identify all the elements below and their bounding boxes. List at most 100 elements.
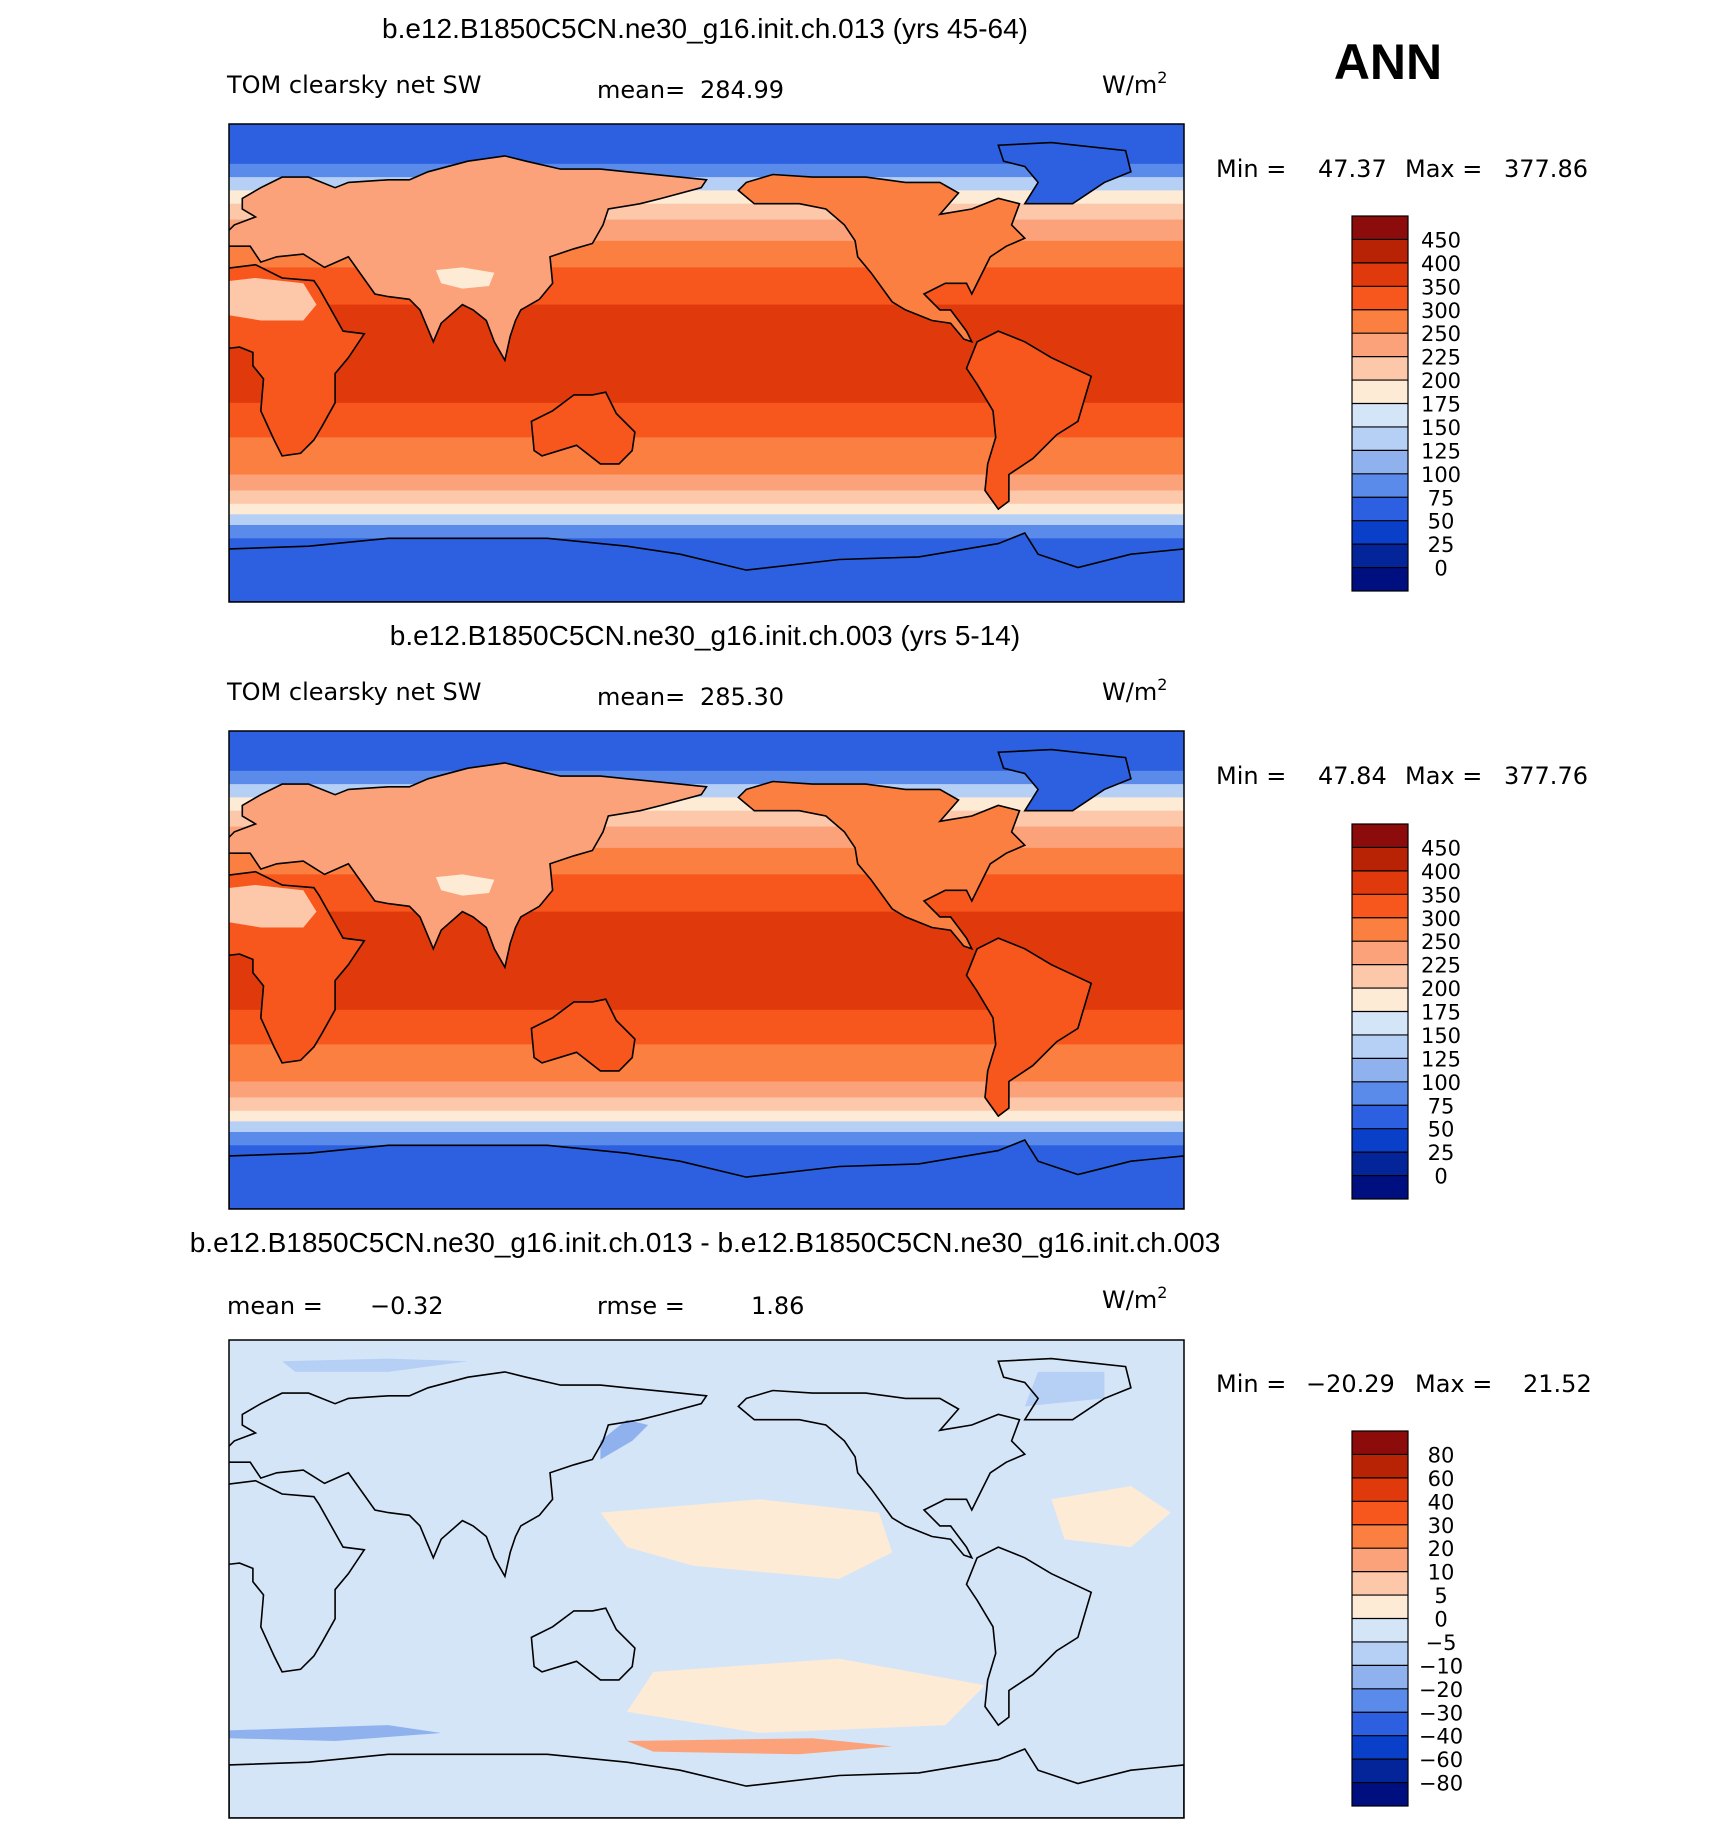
- colorbar-tick-label: 225: [1421, 346, 1461, 370]
- colorbar-tick-label: 30: [1428, 1514, 1455, 1538]
- colorbar-tick-label: 10: [1428, 1561, 1455, 1585]
- colorbar-tick-label: 450: [1421, 228, 1461, 252]
- coastline: [229, 1479, 366, 1673]
- land-region-south-america: [966, 938, 1092, 1117]
- colorbar-swatch: [1352, 1688, 1408, 1713]
- colorbar-swatch: [1352, 870, 1408, 895]
- colorbar-swatch: [1352, 497, 1408, 521]
- colorbar-tick-label: 250: [1421, 322, 1461, 346]
- panel-1-max-label: Max =: [1405, 155, 1482, 183]
- coastline: [229, 1371, 708, 1579]
- colorbar-swatch: [1352, 1454, 1408, 1479]
- colorbar-swatch: [1352, 216, 1408, 240]
- colorbar-swatch: [1352, 333, 1408, 357]
- colorbar-swatch: [1352, 1105, 1408, 1129]
- colorbar-tick-label: −20: [1419, 1678, 1463, 1702]
- colorbar-swatch: [1352, 1128, 1408, 1153]
- colorbar-tick-label: 400: [1421, 860, 1461, 884]
- colorbar-tick-label: 225: [1421, 954, 1461, 978]
- colorbar-swatch: [1352, 847, 1408, 872]
- panel-2-max-value: 377.76: [1504, 762, 1588, 790]
- colorbar-tick-label: 400: [1421, 252, 1461, 276]
- coastline: [965, 1546, 1093, 1727]
- land-region-north-america: [738, 781, 1025, 949]
- colorbar-tick-label: 40: [1428, 1490, 1455, 1514]
- zonal-band: [229, 1097, 1184, 1112]
- colorbar-swatch: [1352, 1595, 1408, 1619]
- panel-2-mean-label: mean=: [597, 683, 685, 711]
- panel-1-mean-value: 284.99: [700, 76, 784, 104]
- colorbar-tick-label: 300: [1421, 299, 1461, 323]
- colorbar-tick-label: −80: [1419, 1772, 1463, 1796]
- panel-3-min-label: Min =: [1216, 1370, 1286, 1398]
- map-frame: [228, 123, 1185, 603]
- colorbar-tick-label: 350: [1421, 275, 1461, 299]
- colorbar-swatch: [1352, 1058, 1408, 1083]
- season-label: ANN: [1334, 34, 1442, 90]
- colorbar-tick-label: 100: [1421, 1071, 1461, 1095]
- colorbar-swatch: [1352, 894, 1408, 919]
- land-region-south-america: [966, 331, 1092, 510]
- colorbar-tick-label: 150: [1421, 1024, 1461, 1048]
- colorbar-swatch: [1352, 1618, 1408, 1643]
- colorbar-frame: [1351, 823, 1409, 1200]
- zonal-band: [229, 1121, 1184, 1133]
- panel-3-title: b.e12.B1850C5CN.ne30_g16.init.ch.013 - b…: [190, 1227, 1221, 1258]
- colorbar-tick-label: 200: [1421, 977, 1461, 1001]
- colorbar-tick-label: 0: [1434, 1165, 1447, 1189]
- colorbar-tick-label: 50: [1428, 510, 1455, 534]
- colorbar-swatch: [1352, 380, 1408, 404]
- colorbar-tick-label: 450: [1421, 836, 1461, 860]
- colorbar-swatch: [1352, 262, 1408, 287]
- panel-3-units: W/m2: [1102, 1283, 1167, 1314]
- colorbar-swatch: [1352, 286, 1408, 311]
- zonal-band: [229, 514, 1184, 526]
- colorbar-tick-label: 75: [1428, 486, 1455, 510]
- colorbar-tick-label: 0: [1434, 1608, 1447, 1632]
- panel-1-variable-label: TOM clearsky net SW: [226, 71, 481, 99]
- land-region-antarctica: [229, 1140, 1184, 1209]
- colorbar-tick-label: 75: [1428, 1094, 1455, 1118]
- colorbar-tick-label: 250: [1421, 930, 1461, 954]
- land-region-north-america: [738, 174, 1025, 342]
- land-region-antarctica: [229, 533, 1184, 602]
- panel-1-min-label: Min =: [1216, 155, 1286, 183]
- coastline: [737, 173, 1027, 344]
- colorbar-swatch: [1352, 450, 1408, 475]
- colorbar-swatch: [1352, 941, 1408, 965]
- colorbar-swatch: [1352, 1477, 1408, 1502]
- coastline: [229, 870, 366, 1064]
- zonal-band: [229, 503, 1184, 515]
- anomaly-patch: [600, 1419, 649, 1460]
- land-region-australia: [531, 999, 635, 1071]
- land-region-eurasia: [229, 762, 707, 968]
- colorbar-frame: [1351, 1430, 1409, 1807]
- panel-3-max-value: 21.52: [1523, 1370, 1592, 1398]
- colorbar-tick-label: 125: [1421, 439, 1461, 463]
- colorbar-tick-label: 200: [1421, 369, 1461, 393]
- zonal-band: [229, 490, 1184, 505]
- zonal-band: [229, 524, 1184, 539]
- coastline: [737, 780, 1027, 951]
- panel-1-map: [228, 123, 1185, 603]
- panel-1-mean-label: mean=: [597, 76, 685, 104]
- coastline: [530, 998, 636, 1072]
- colorbar-swatch: [1352, 964, 1408, 989]
- colorbar-swatch: [1352, 567, 1408, 592]
- colorbar-swatch: [1352, 544, 1408, 568]
- panel-1-units: W/m2: [1102, 68, 1167, 99]
- colorbar-tick-label: −30: [1419, 1701, 1463, 1725]
- land-region-australia: [531, 392, 635, 464]
- coastline: [737, 1389, 1027, 1560]
- panel-2-max-label: Max =: [1405, 762, 1482, 790]
- colorbar-tick-label: 60: [1428, 1467, 1455, 1491]
- colorbar-tick-label: −60: [1419, 1748, 1463, 1772]
- land-region-sahara: [229, 885, 317, 928]
- coastline: [997, 748, 1132, 812]
- panel-2: b.e12.B1850C5CN.ne30_g16.init.ch.003 (yr…: [226, 620, 1588, 1210]
- panel-1: b.e12.B1850C5CN.ne30_g16.init.ch.013 (yr…: [226, 13, 1588, 603]
- panel-3-min-value: −20.29: [1306, 1370, 1395, 1398]
- panel-2-units: W/m2: [1102, 675, 1167, 706]
- panel-3-mean-value: −0.32: [370, 1292, 444, 1320]
- colorbar-swatch: [1352, 473, 1408, 498]
